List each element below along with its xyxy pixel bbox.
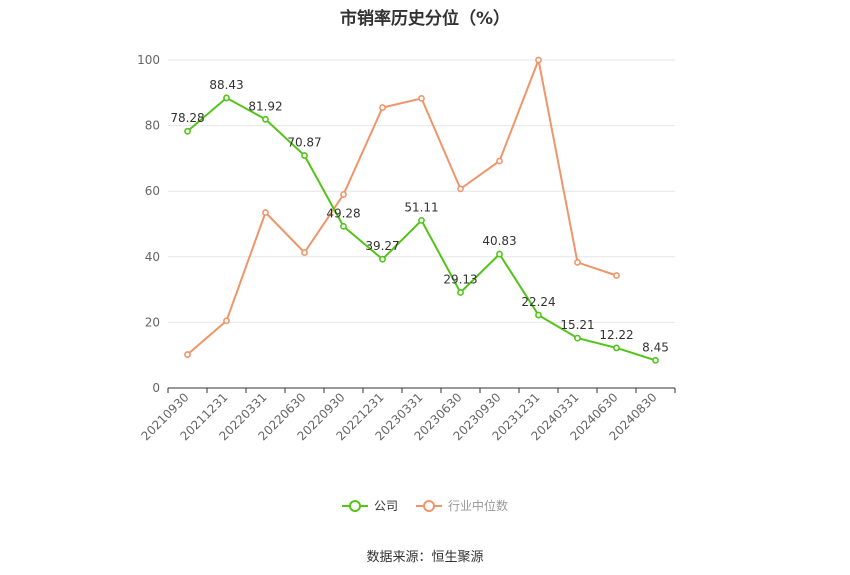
y-tick-label: 100 [137, 53, 160, 67]
legend-label-industry: 行业中位数 [448, 499, 509, 513]
data-label-company: 51.11 [404, 200, 438, 214]
data-point-company [418, 216, 425, 224]
data-label-company: 39.27 [365, 239, 399, 253]
data-point-company [457, 289, 464, 296]
data-point-company [340, 222, 347, 230]
data-point-company [652, 356, 659, 364]
data-point-company [262, 115, 269, 123]
y-tick-label: 0 [152, 381, 160, 395]
chart-title: 市销率历史分位（%） [339, 9, 511, 29]
y-tick-label: 40 [145, 250, 160, 264]
data-point-industry [379, 104, 386, 111]
data-label-company: 40.83 [482, 234, 516, 248]
data-point-industry [457, 185, 464, 193]
data-source-note: 数据来源：恒生聚源 [366, 550, 484, 565]
data-point-industry [184, 351, 191, 358]
y-tick-label: 80 [145, 119, 160, 133]
y-tick-label: 60 [145, 184, 160, 198]
data-label-company: 78.28 [170, 111, 204, 125]
data-point-industry [418, 94, 425, 102]
data-point-company [496, 250, 503, 258]
y-tick-label: 20 [145, 315, 160, 329]
legend-item-industry[interactable]: 行业中位数 [416, 497, 508, 514]
legend-label-company: 公司 [373, 499, 398, 513]
data-label-company: 49.28 [326, 206, 360, 220]
legend: 公司 行业中位数 [0, 497, 850, 514]
data-point-industry [340, 191, 347, 198]
data-point-company [535, 311, 542, 319]
series-line-industry [186, 56, 617, 356]
data-point-company [301, 152, 308, 159]
data-label-company: 15.21 [560, 318, 594, 332]
data-point-industry [535, 56, 542, 64]
data-label-company: 12.22 [599, 328, 633, 342]
data-point-industry [301, 249, 308, 256]
data-point-company [184, 127, 191, 135]
legend-industry-marker-icon [416, 499, 442, 512]
data-point-company [574, 334, 581, 342]
data-label-company: 29.13 [443, 272, 477, 286]
data-point-company [223, 94, 230, 102]
data-point-industry [262, 209, 269, 216]
data-point-industry [574, 258, 581, 266]
data-point-company [379, 255, 386, 263]
data-point-industry [496, 157, 503, 165]
data-point-company [613, 344, 620, 352]
data-label-company: 81.92 [248, 99, 282, 113]
data-label-company: 22.24 [521, 295, 555, 309]
legend-item-company[interactable]: 公司 [341, 497, 398, 514]
legend-company-marker-icon [341, 499, 368, 512]
data-label-company: 70.87 [287, 136, 321, 150]
data-label-company: 8.45 [642, 340, 669, 354]
data-point-industry [613, 272, 620, 279]
data-point-industry [223, 317, 230, 325]
data-label-company: 88.43 [209, 78, 243, 92]
